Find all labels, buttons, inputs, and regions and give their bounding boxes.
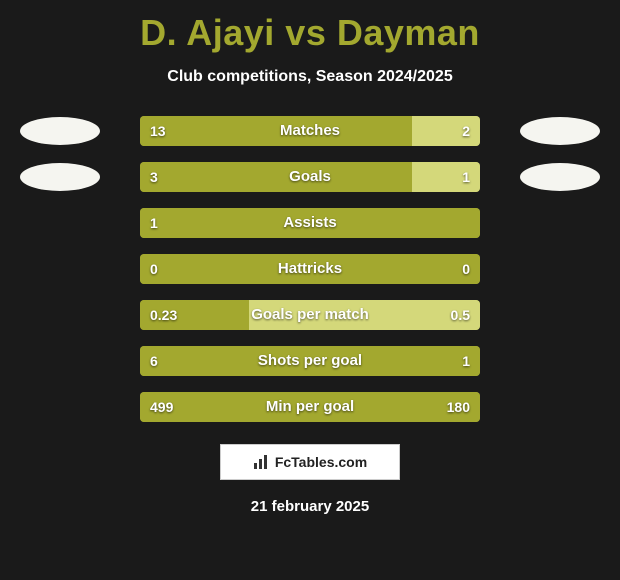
bar-left xyxy=(140,162,412,192)
stat-value-left: 0.23 xyxy=(150,300,177,330)
chart-icon xyxy=(253,454,269,470)
stat-bar: 499180Min per goal xyxy=(140,392,480,422)
stat-value-left: 3 xyxy=(150,162,158,192)
bar-left xyxy=(140,346,480,376)
team-logo-left xyxy=(20,117,100,145)
team-logo-right xyxy=(520,163,600,191)
bar-left xyxy=(140,254,480,284)
comparison-card: D. Ajayi vs Dayman Club competitions, Se… xyxy=(0,0,620,580)
stat-bar: 1Assists xyxy=(140,208,480,238)
stat-bar: 61Shots per goal xyxy=(140,346,480,376)
footer-date: 21 february 2025 xyxy=(0,498,620,515)
stat-row: 132Matches xyxy=(0,108,620,154)
branding-text: FcTables.com xyxy=(275,454,367,470)
subtitle: Club competitions, Season 2024/2025 xyxy=(0,68,620,86)
stat-value-right: 0.5 xyxy=(451,300,470,330)
team-logo-left xyxy=(20,163,100,191)
stat-value-right: 180 xyxy=(447,392,470,422)
bar-left xyxy=(140,116,412,146)
stat-value-left: 13 xyxy=(150,116,166,146)
stat-value-left: 1 xyxy=(150,208,158,238)
stat-row: 61Shots per goal xyxy=(0,338,620,384)
bar-right xyxy=(249,300,480,330)
stat-bar: 00Hattricks xyxy=(140,254,480,284)
stat-value-left: 6 xyxy=(150,346,158,376)
stat-value-right: 1 xyxy=(462,346,470,376)
stat-row: 00Hattricks xyxy=(0,246,620,292)
stat-value-right: 0 xyxy=(462,254,470,284)
stat-value-right: 1 xyxy=(462,162,470,192)
stat-row: 499180Min per goal xyxy=(0,384,620,430)
stat-row: 31Goals xyxy=(0,154,620,200)
stat-bar: 31Goals xyxy=(140,162,480,192)
stat-value-right: 2 xyxy=(462,116,470,146)
bar-left xyxy=(140,392,480,422)
stat-value-left: 0 xyxy=(150,254,158,284)
stats-container: 132Matches31Goals1Assists00Hattricks0.23… xyxy=(0,108,620,430)
stat-row: 1Assists xyxy=(0,200,620,246)
stat-bar: 0.230.5Goals per match xyxy=(140,300,480,330)
team-logo-right xyxy=(520,117,600,145)
branding-badge[interactable]: FcTables.com xyxy=(220,444,400,480)
stat-value-left: 499 xyxy=(150,392,173,422)
stat-bar: 132Matches xyxy=(140,116,480,146)
bar-left xyxy=(140,208,480,238)
page-title: D. Ajayi vs Dayman xyxy=(0,12,620,54)
stat-row: 0.230.5Goals per match xyxy=(0,292,620,338)
